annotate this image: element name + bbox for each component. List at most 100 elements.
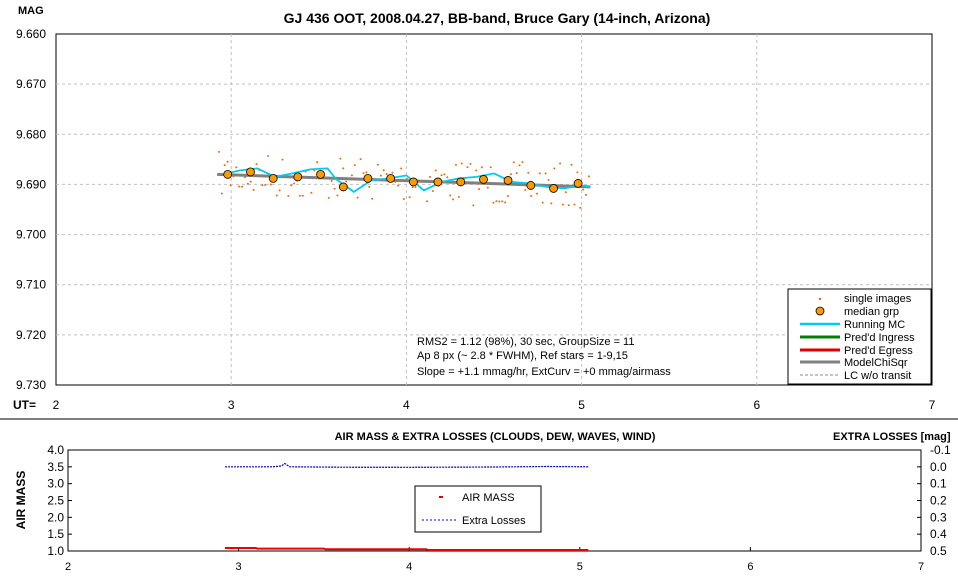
single-image-point [365,171,368,174]
single-image-point [298,194,301,197]
single-image-point [495,200,498,203]
extra-losses-tick-label: 0.1 [930,477,947,491]
single-image-point [281,158,284,161]
single-image-point [509,173,512,176]
single-image-point [585,193,588,196]
median-grp-point [293,172,303,182]
extra-losses-tick-label: -0.1 [930,443,951,457]
single-image-point [449,194,452,197]
y-tick-label: 9.670 [16,77,46,91]
extra-losses-tick-label: 0.3 [930,510,947,524]
single-image-point [353,164,356,167]
single-image-point [226,160,229,163]
single-image-point [264,183,267,186]
legend: single images median grp Running MC Pred… [787,288,932,385]
single-image-point [512,161,515,164]
airmass-tick-label: 4.0 [47,443,64,457]
airmass-tick-label: 2.5 [47,494,64,508]
airmass-tick-label: 1.0 [47,544,64,558]
single-image-point [480,166,483,169]
y-axis-label: MAG [18,5,44,17]
single-image-point [229,184,232,187]
x-tick-label: 3 [228,398,235,412]
single-image-point [330,179,333,182]
y-tick-label: 9.720 [16,328,46,342]
airmass-x-tick-label: 3 [236,561,242,573]
airmass-tick-label: 3.0 [47,477,64,491]
airmass-x-tick-label: 4 [406,561,412,573]
single-image-point [452,198,455,201]
single-image-point [454,163,457,166]
legend-single-images-marker [818,297,822,301]
legend-egress: Pred'd Egress [844,345,913,357]
x-tick-label: 7 [929,398,936,412]
single-image-point [379,174,382,177]
single-image-point [249,180,252,183]
single-image-point [261,184,264,187]
single-image-point [524,189,527,192]
single-image-point [498,200,501,203]
legend-airmass: AIR MASS [462,492,515,504]
single-image-point [538,172,541,175]
single-image-point [217,150,220,153]
median-grp-point [479,175,488,184]
single-image-point [339,157,342,160]
x-tick-label: 6 [753,398,760,412]
single-image-point [290,184,293,187]
single-image-point [336,194,339,197]
median-grp-point [549,184,558,193]
plot-area [55,33,933,386]
single-image-point [428,175,431,178]
single-image-point [414,186,417,189]
single-image-point [547,178,550,181]
single-image-point [402,198,405,201]
single-image-point [515,172,518,175]
single-image-point [382,169,385,172]
legend-running-mc: Running MC [844,319,905,331]
median-grp-point [363,174,373,183]
x-tick-label: 2 [53,398,60,412]
single-image-point [345,180,348,183]
single-image-point [475,169,478,172]
y-tick-label: 9.660 [16,27,46,41]
single-image-point [443,173,446,176]
x-tick-labels: 2 3 4 5 6 7 [53,398,936,412]
single-image-point [310,191,313,194]
y-tick-label: 9.710 [16,278,46,292]
single-image-point [501,200,504,203]
median-grp-point [386,174,396,183]
median-grp-point [503,176,513,185]
single-image-point [411,186,414,189]
single-image-point [440,174,443,177]
median-grp-point [268,174,278,183]
y-tick-label: 9.680 [16,127,46,141]
legend-extra-losses: Extra Losses [462,515,526,527]
single-image-point [469,162,472,165]
extra-losses-axis-label: EXTRA LOSSES [mag] [833,431,951,443]
single-image-point [544,172,547,175]
single-image-point [535,192,538,195]
single-image-point [287,194,290,197]
single-image-point [553,167,556,170]
single-image-point [269,183,272,186]
extra-losses-tick-label: 0.0 [930,460,947,474]
single-image-point [504,201,507,204]
legend-lc-wo-transit: LC w/o transit [844,370,911,382]
single-image-point [460,162,463,165]
single-image-point [408,196,411,199]
single-image-point [434,169,437,172]
single-image-point [235,166,238,169]
legend-median-grp: median grp [844,306,899,318]
median-grp-point [433,177,443,187]
single-image-point [564,191,567,194]
extra-losses-tick-label: 0.4 [930,527,947,541]
single-image-point [368,185,371,188]
single-image-point [521,161,524,164]
single-image-point [446,176,449,179]
single-image-point [327,196,330,199]
y-tick-label: 9.730 [16,378,46,392]
single-image-point [238,185,241,188]
single-image-point [241,185,244,188]
legend-ingress: Pred'd Ingress [844,332,915,344]
